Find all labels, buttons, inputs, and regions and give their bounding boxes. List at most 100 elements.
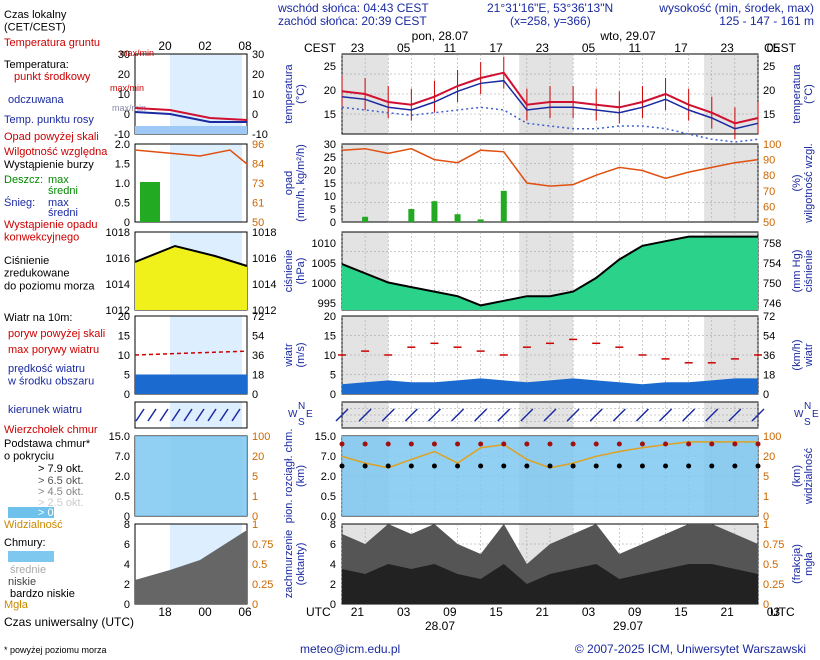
legend-label: Deszcz: <box>4 174 43 186</box>
legend-cloud-bg <box>135 436 247 516</box>
cc-tick: 0 <box>330 599 336 611</box>
humidity-tick: 90 <box>763 155 775 167</box>
wind-arrow <box>659 408 673 422</box>
zone-label-top-right: CEST <box>764 41 797 55</box>
precip-legend-tick: 0.5 <box>115 198 130 210</box>
legend-wind-arrow <box>231 408 241 422</box>
wind-arrow <box>635 408 649 422</box>
compass-s: S <box>298 417 305 428</box>
legend-local-hour: 02 <box>198 39 212 53</box>
cloud-top-dot <box>593 441 599 447</box>
mmhg-axis-title: (mm Hg) ciśnienie <box>791 250 815 293</box>
press-tick: 1005 <box>312 258 336 270</box>
temp-series-0 <box>341 71 759 125</box>
legend-wind-arrow <box>171 408 181 422</box>
press-legend-tick-r: 1012 <box>252 305 276 317</box>
time-local-label: Czas lokalny (CET/CEST) <box>4 9 67 34</box>
vis-legend-tick: 20 <box>252 451 264 463</box>
press-tick: 1000 <box>312 278 336 290</box>
cloud-top-dot <box>408 441 414 447</box>
cloud-bg <box>342 436 758 516</box>
legend-cloud-area <box>135 530 247 604</box>
legend-label: Chmury: <box>4 537 46 549</box>
wind-arrow <box>728 408 742 422</box>
wind-legend-tick-r: 54 <box>252 331 264 343</box>
legend-label: Śnieg: <box>4 196 35 209</box>
precip-tick: 20 <box>324 165 336 177</box>
top-hour-label: 17 <box>674 41 688 55</box>
humidity-legend-tick: 73 <box>252 178 264 190</box>
wind-arrow <box>381 408 395 422</box>
fog-axis-title: (frakcja) mgła <box>791 544 815 584</box>
axis-title-line: (°C) <box>803 84 815 104</box>
bottom-hour-label: 21 <box>351 605 365 619</box>
legend-label: Wilgotność względna <box>4 146 108 158</box>
legend-label: prędkość wiatru w środku obszaru <box>7 363 94 388</box>
temp-legend-tick: 0 <box>124 109 130 121</box>
bottom-hour-label: 21 <box>536 605 550 619</box>
cloud-top-dot <box>524 441 530 447</box>
axis-title-line: temperatura <box>791 63 803 123</box>
legend-wind-arrow <box>147 408 157 422</box>
precip-tick: 15 <box>324 178 336 190</box>
axis-title-line: (km/h) <box>791 339 803 370</box>
bottom-hour-label: 03 <box>397 605 411 619</box>
cloud-top-dot <box>339 441 345 447</box>
cloud-base-dot <box>385 463 391 469</box>
height-values: 125 - 147 - 161 m <box>719 14 814 28</box>
sunrise-text: wschód słońca: 04:43 CEST <box>278 1 429 15</box>
wind-arrow <box>543 408 557 422</box>
legend-label: punkt środkowy <box>14 71 91 83</box>
axis-title-line: ciśnienie <box>803 250 815 293</box>
legend-wind-arrow <box>207 408 217 422</box>
cc-legend-tick: 6 <box>124 539 130 551</box>
cloud-base-dot <box>709 463 715 469</box>
mmhg-tick: 750 <box>763 278 781 290</box>
footer-email[interactable]: meteo@icm.edu.pl <box>300 642 401 656</box>
temp-legend-tick-r: 0 <box>252 109 258 121</box>
vis-tick: 100 <box>763 431 781 443</box>
press-legend-tick-r: 1014 <box>252 279 276 291</box>
temp-tick-r: 25 <box>763 61 775 73</box>
axis-title-line: (%) <box>791 174 803 191</box>
humidity-legend-tick: 96 <box>252 139 264 151</box>
compass-w: W <box>794 409 804 420</box>
grid-text: (x=258, y=366) <box>510 14 591 28</box>
legend-label: Temperatura: <box>4 59 69 71</box>
legend-rain-bar <box>140 182 160 222</box>
cloud-base-dot <box>362 463 368 469</box>
legend-local-hour: 20 <box>158 39 172 53</box>
axis-title-line: (frakcja) <box>791 544 803 584</box>
wind-legend-tick-r: 72 <box>252 311 264 323</box>
wind-arrow <box>612 408 626 422</box>
bottom-hour-label: 15 <box>489 605 503 619</box>
temp-series-1 <box>341 79 759 130</box>
bottom-hour-label: 03 <box>767 605 781 619</box>
legend-label: bardzo niskie <box>10 588 75 600</box>
bottom-hour-label: 09 <box>443 605 457 619</box>
axis-title-line: mgła <box>803 551 815 576</box>
cloud-base-dot <box>478 463 484 469</box>
fog-legend-tick: 0 <box>252 599 258 611</box>
rain-bar <box>431 201 438 222</box>
press-legend-tick-r: 1018 <box>252 227 276 239</box>
kmh-tick: 54 <box>763 331 775 343</box>
legend-perceived-line <box>134 111 247 123</box>
cloud-base-dot <box>547 463 553 469</box>
cloud-base-dot <box>593 463 599 469</box>
legend-okt5-swatch <box>8 507 54 518</box>
cloud-top-dot <box>385 441 391 447</box>
legend-wind-arrow <box>159 408 169 422</box>
legend-label: Wiatr na 10m: <box>4 312 72 324</box>
cloud-axis-title: pion. rozciągł. chm. (km) <box>283 429 307 524</box>
fog-tick: 0 <box>763 599 769 611</box>
legend-temp-line <box>134 107 248 121</box>
legend-local-hour: 08 <box>238 39 252 53</box>
cloud-top-dot <box>616 441 622 447</box>
humidity-axis-title: (%) wilgotność wzgl. <box>791 143 815 223</box>
wind-arrow <box>497 408 511 422</box>
legend-wind-arrow <box>195 408 205 422</box>
temp-tick: 15 <box>324 109 336 121</box>
fog-legend-tick: 1 <box>252 519 258 531</box>
legend-label: max <box>48 174 69 186</box>
